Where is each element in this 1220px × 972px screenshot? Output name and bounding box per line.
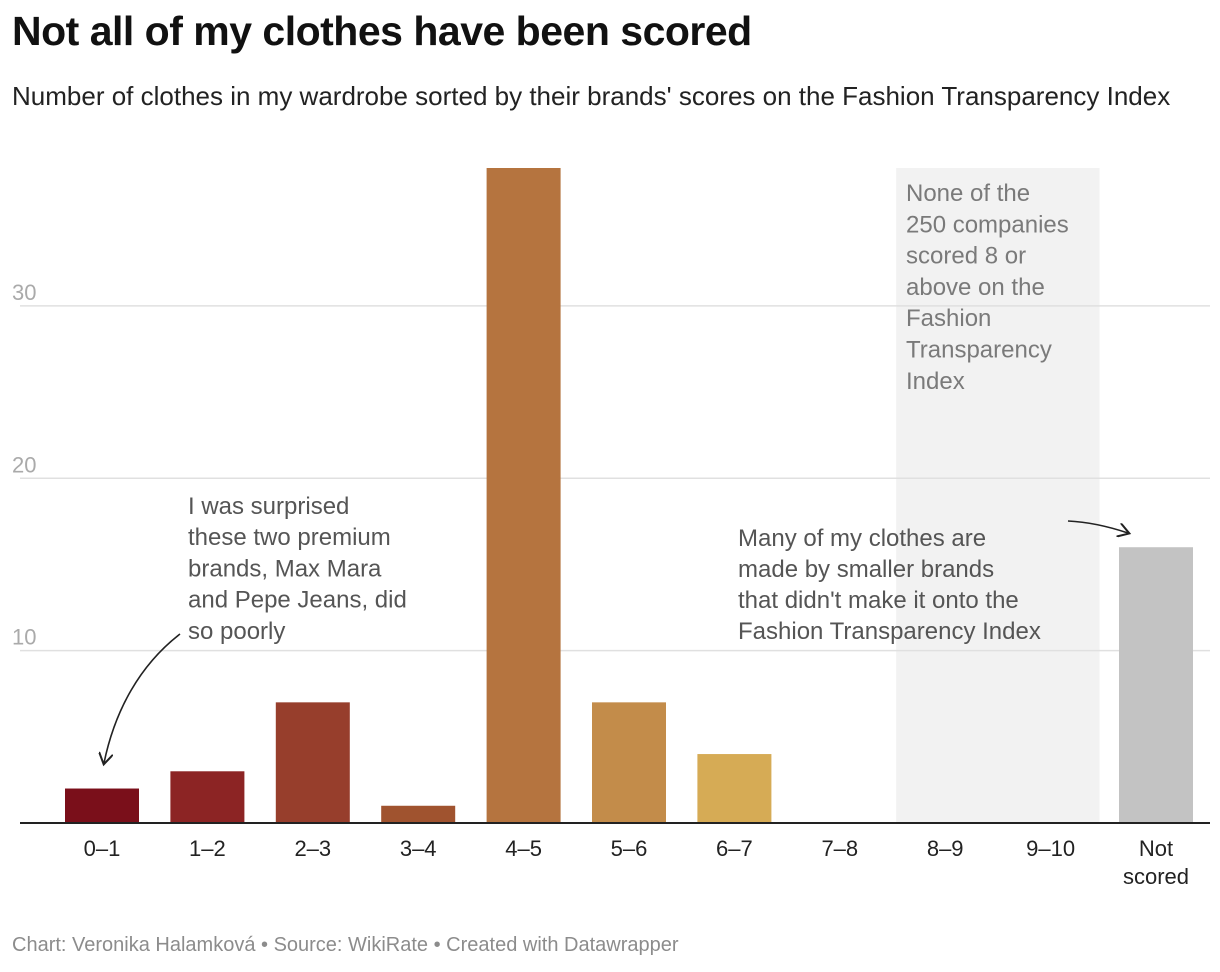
annotation-none: None of the 250 companies scored 8 or above…	[906, 180, 1069, 395]
bar-6–7	[697, 754, 772, 823]
annotation-line: I was surprised	[188, 493, 349, 520]
annotations: I was surprised these two premium brands, …	[188, 180, 1069, 645]
annotation-line: and Pepe Jeans, did	[188, 587, 407, 614]
highlight-range-background	[896, 168, 1100, 823]
x-tick-label: 4–5	[505, 836, 542, 861]
y-tick-label: 30	[12, 280, 36, 305]
x-tick-label: 9–10	[1026, 836, 1075, 861]
annotation-line: above on the	[906, 274, 1045, 301]
y-tick-label: 10	[12, 625, 36, 650]
x-tick-label: 3–4	[400, 836, 437, 861]
annotation-line: that didn't make it onto the	[738, 587, 1019, 614]
annotation-smaller: Many of my clothes are made by smaller br…	[738, 525, 1041, 645]
x-tick-label: 6–7	[716, 836, 753, 861]
gridlines: 10 20 30	[12, 280, 1210, 652]
bar-3–4	[381, 805, 456, 823]
annotation-line: Index	[906, 368, 965, 395]
bar-2–3	[275, 702, 350, 823]
bar-1–2	[170, 771, 245, 823]
chart-footer: Chart: Veronika Halamková • Source: Wiki…	[12, 934, 679, 956]
bars	[65, 168, 1193, 823]
bar-0–1	[65, 788, 139, 823]
x-tick-label: 7–8	[821, 836, 858, 861]
chart-title: Not all of my clothes have been scored	[12, 8, 752, 54]
x-tick-label: 0–1	[84, 836, 121, 861]
x-axis-labels: 0–1 1–2 2–3 3–4 4–5 5–6 6–7 7–8 8–9 9–10 Not scored	[84, 836, 1189, 889]
annotation-line: made by smaller brands	[738, 556, 994, 583]
bar-4–5	[486, 168, 561, 823]
bar-Not scored	[1119, 547, 1193, 823]
x-tick-label: 8–9	[927, 836, 964, 861]
annotation-line: scored 8 or	[906, 243, 1026, 270]
x-tick-label: 1–2	[189, 836, 226, 861]
annotation-line: 250 companies	[906, 211, 1069, 238]
x-tick-label: 2–3	[294, 836, 331, 861]
y-tick-label: 20	[12, 452, 36, 477]
annotation-arrow-premium	[104, 633, 181, 763]
annotation-arrow-smaller	[1067, 520, 1128, 533]
chart-subtitle: Number of clothes in my wardrobe sorted …	[12, 81, 1171, 111]
annotation-line: Many of my clothes are	[738, 525, 986, 552]
annotation-line: so poorly	[188, 618, 285, 645]
annotation-line: Fashion	[906, 305, 991, 332]
annotation-line: Transparency	[906, 337, 1052, 364]
annotation-line: Fashion Transparency Index	[738, 618, 1041, 645]
x-tick-label: 5–6	[611, 836, 648, 861]
bar-5–6	[592, 702, 666, 823]
annotation-line: brands, Max Mara	[188, 555, 382, 582]
annotation-line: these two premium	[188, 524, 391, 551]
annotation-premium: I was surprised these two premium brands, …	[188, 493, 407, 645]
annotation-line: None of the	[906, 180, 1030, 207]
x-tick-label: Not scored	[1123, 836, 1189, 889]
